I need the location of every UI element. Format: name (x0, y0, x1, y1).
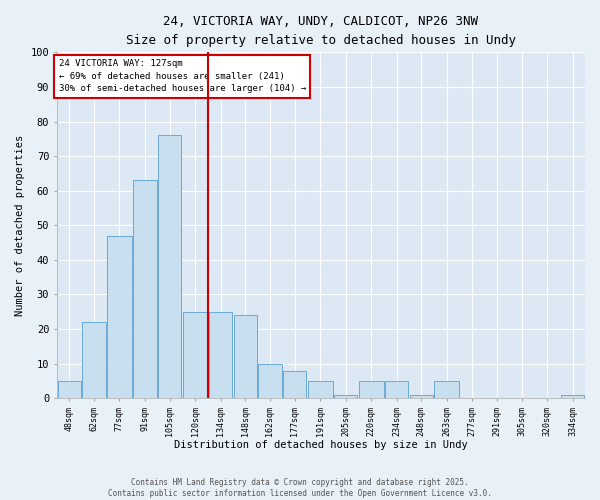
Y-axis label: Number of detached properties: Number of detached properties (15, 134, 25, 316)
Bar (209, 312, 232, 398)
Text: Contains HM Land Registry data © Crown copyright and database right 2025.
Contai: Contains HM Land Registry data © Crown c… (108, 478, 492, 498)
Bar (385, 381, 408, 398)
Title: 24, VICTORIA WAY, UNDY, CALDICOT, NP26 3NW
Size of property relative to detached: 24, VICTORIA WAY, UNDY, CALDICOT, NP26 3… (126, 15, 516, 47)
Bar (182, 312, 208, 398)
Bar (434, 381, 460, 398)
Bar (308, 381, 332, 398)
X-axis label: Distribution of detached houses by size in Undy: Distribution of detached houses by size … (174, 440, 468, 450)
Bar (561, 394, 584, 398)
Bar (233, 315, 257, 398)
Bar (133, 180, 157, 398)
Bar (259, 364, 281, 398)
Text: 24 VICTORIA WAY: 127sqm
← 69% of detached houses are smaller (241)
30% of semi-d: 24 VICTORIA WAY: 127sqm ← 69% of detache… (59, 60, 306, 94)
Bar (410, 394, 433, 398)
Bar (158, 136, 181, 398)
Bar (283, 370, 306, 398)
Bar (107, 236, 132, 398)
Bar (334, 394, 357, 398)
Bar (359, 381, 383, 398)
Bar (58, 381, 81, 398)
Bar (82, 322, 106, 398)
